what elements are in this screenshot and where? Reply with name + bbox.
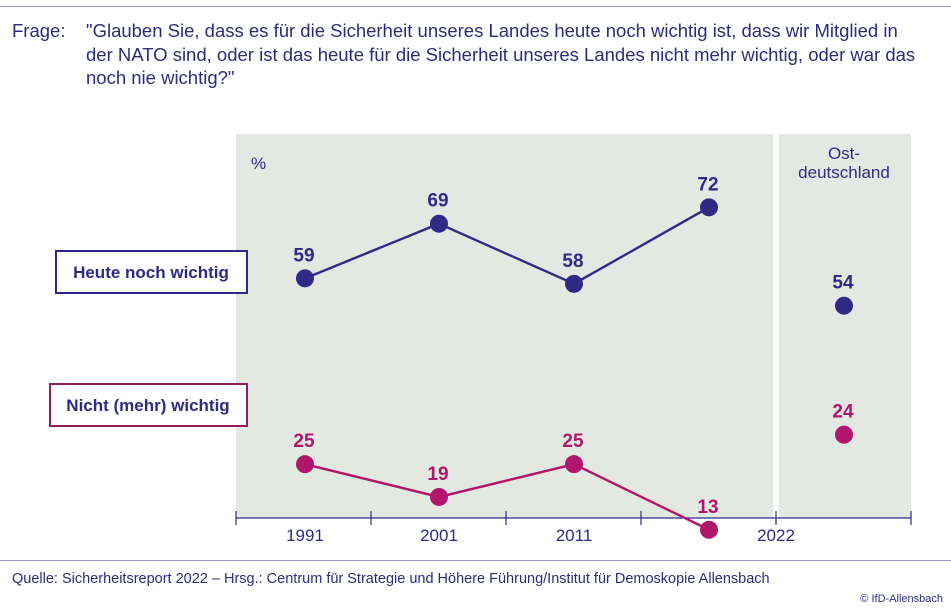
data-point-east-series-1 — [835, 296, 853, 315]
x-tick-label-2011: 2011 — [556, 526, 593, 545]
copyright-note: © IfD-Allensbach — [860, 593, 943, 605]
data-point-series-1-2011 — [565, 274, 583, 293]
data-point-series-1-2022 — [700, 198, 718, 217]
data-point-east-series-2 — [835, 425, 853, 444]
data-point-series-2-2022 — [700, 520, 718, 539]
chart-panel-east — [779, 134, 911, 518]
x-tick-label-1991: 1991 — [286, 526, 324, 545]
data-point-series-1-1991 — [296, 269, 314, 288]
data-label-series-1-1991: 59 — [293, 245, 314, 266]
source-note: Quelle: Sicherheitsreport 2022 – Hrsg.: … — [12, 571, 770, 587]
chart-panel-main — [236, 134, 773, 518]
east-label-line2: deutschland — [798, 163, 890, 182]
question-label: Frage: — [12, 20, 66, 41]
data-label-series-1-2011: 58 — [562, 251, 583, 272]
question-text: "Glauben Sie, dass es für die Sicherheit… — [86, 20, 916, 88]
data-label-east-series-2: 24 — [832, 402, 854, 423]
data-label-series-2-2001: 19 — [427, 464, 448, 485]
legend-label-series-1: Heute noch wichtig — [73, 263, 229, 282]
legend-box-series-2 — [49, 383, 248, 427]
source-rule — [0, 560, 951, 561]
x-tick-label-2001: 2001 — [420, 526, 458, 545]
top-rule — [0, 6, 951, 7]
data-label-series-2-2022: 13 — [697, 497, 718, 518]
unit-label: % — [251, 154, 266, 173]
data-label-east-series-1: 54 — [832, 273, 854, 294]
data-point-series-2-2011 — [565, 455, 583, 474]
series-line-1 — [304, 206, 710, 286]
series-line-2 — [304, 462, 710, 531]
data-point-series-2-2001 — [430, 487, 448, 506]
legend-box-series-1 — [55, 250, 248, 294]
data-label-series-1-2022: 72 — [697, 174, 718, 195]
data-point-series-2-1991 — [296, 455, 314, 474]
data-point-series-1-2001 — [430, 214, 448, 233]
data-label-series-2-1991: 25 — [293, 431, 315, 452]
x-tick-label-2022: 2022 — [757, 526, 795, 545]
legend-label-series-2: Nicht (mehr) wichtig — [66, 396, 229, 415]
data-label-series-1-2001: 69 — [427, 191, 448, 212]
east-label-line1: Ost- — [828, 144, 860, 163]
data-label-series-2-2011: 25 — [562, 431, 584, 452]
